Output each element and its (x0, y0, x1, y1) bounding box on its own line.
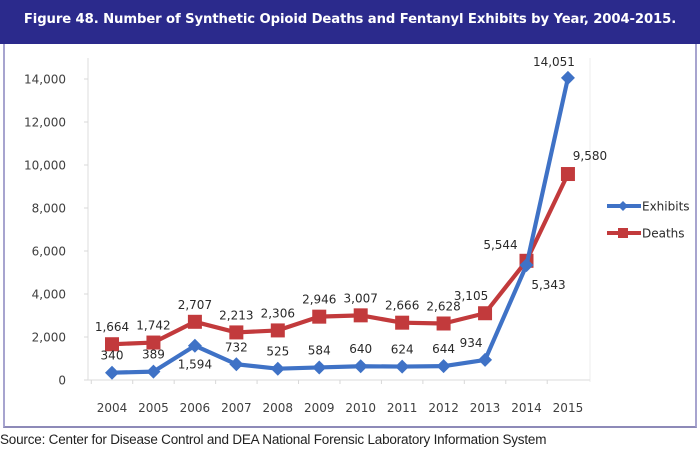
data-label-exhibits: 934 (460, 336, 483, 350)
x-tick-label: 2015 (553, 401, 584, 415)
y-tick-label: 6,000 (32, 245, 66, 259)
legend-marker-diamond (618, 201, 628, 211)
data-point-diamond (519, 258, 534, 273)
data-label-exhibits: 5,343 (531, 278, 565, 292)
data-point-diamond (312, 360, 327, 375)
data-label-exhibits: 624 (391, 343, 414, 357)
data-label-deaths: 3,007 (344, 291, 378, 305)
x-tick-label: 2007 (221, 401, 252, 415)
data-label-deaths: 2,628 (426, 299, 460, 313)
legend-marker-square (618, 228, 628, 238)
data-point-diamond (270, 361, 285, 376)
data-point-square (560, 167, 575, 182)
data-point-square (229, 325, 244, 340)
source-note: Source: Center for Disease Control and D… (0, 432, 547, 447)
series-deaths (105, 167, 575, 352)
data-point-square (395, 315, 410, 330)
series-line-exhibits (109, 75, 571, 375)
data-point-diamond (229, 357, 244, 372)
data-label-deaths: 2,306 (261, 306, 295, 320)
x-tick-label: 2005 (138, 401, 169, 415)
data-point-diamond (187, 338, 202, 353)
x-tick-label: 2012 (428, 401, 459, 415)
data-label-exhibits: 644 (432, 342, 455, 356)
data-label-exhibits: 732 (225, 340, 248, 354)
data-label-deaths: 2,946 (302, 293, 336, 307)
data-point-diamond (146, 364, 161, 379)
series-exhibits (105, 70, 575, 380)
y-tick-label: 10,000 (24, 159, 66, 173)
y-tick-label: 0 (58, 374, 66, 388)
x-tick-label: 2006 (180, 401, 211, 415)
x-tick-label: 2008 (263, 401, 294, 415)
data-point-diamond (353, 359, 368, 374)
legend-item-deaths: Deaths (607, 227, 685, 241)
data-point-square (187, 314, 202, 329)
data-point-diamond (478, 352, 493, 367)
legend-label: Exhibits (642, 200, 690, 214)
legend: Exhibits Deaths (607, 200, 690, 241)
x-axis: 2004 2005 2006 2007 2008 2009 2010 2011 2012 2013… (88, 379, 590, 415)
series-line-deaths (109, 171, 571, 347)
data-label-exhibits: 340 (101, 349, 124, 363)
data-label-exhibits: 14,051 (533, 55, 575, 69)
y-tick-label: 14,000 (24, 73, 66, 87)
data-point-diamond (436, 359, 451, 374)
data-label-deaths: 1,742 (136, 319, 170, 333)
x-tick-label: 2009 (304, 401, 335, 415)
legend-item-exhibits: Exhibits (607, 200, 690, 214)
data-point-square (146, 335, 161, 350)
series-layer (105, 70, 575, 380)
data-point-square (478, 306, 493, 321)
legend-label: Deaths (642, 227, 685, 241)
data-point-diamond (395, 359, 410, 374)
data-label-exhibits: 640 (349, 342, 372, 356)
x-tick-label: 2014 (511, 401, 542, 415)
data-point-square (270, 323, 285, 338)
x-tick-label: 2010 (345, 401, 376, 415)
data-label-exhibits: 525 (266, 345, 289, 359)
data-point-square (105, 337, 119, 352)
data-label-deaths: 2,666 (385, 299, 419, 313)
x-tick-label: 2013 (470, 401, 501, 415)
data-label-deaths: 3,105 (454, 289, 488, 303)
data-point-diamond (105, 365, 119, 380)
y-tick-label: 2,000 (32, 331, 66, 345)
data-point-square (436, 316, 451, 331)
data-label-exhibits: 1,594 (178, 358, 212, 372)
data-label-deaths: 2,707 (178, 298, 212, 312)
data-point-square (353, 308, 368, 323)
figure-header: Figure 48. Number of Synthetic Opioid De… (0, 0, 700, 44)
x-tick-label: 2004 (97, 401, 128, 415)
data-label-deaths: 9,580 (573, 149, 607, 163)
data-label-exhibits: 584 (308, 343, 331, 357)
data-point-diamond (560, 70, 575, 85)
chart-frame (3, 44, 697, 428)
y-tick-label: 4,000 (32, 288, 66, 302)
data-labels: 340 389 1,594 732 525 584 640 624 644 934 5,343 14,… (95, 55, 607, 372)
data-label-deaths: 5,544 (483, 238, 517, 252)
figure-title: Figure 48. Number of Synthetic Opioid De… (23, 12, 677, 27)
x-tick-label: 2011 (387, 401, 418, 415)
data-label-deaths: 1,664 (95, 320, 129, 334)
data-label-deaths: 2,213 (219, 308, 253, 322)
y-tick-label: 8,000 (32, 202, 66, 216)
data-label-exhibits: 389 (142, 348, 165, 362)
y-axis: 0 2,000 4,000 6,000 8,000 10,000 12,000 14,000 (24, 58, 591, 388)
data-point-square (312, 309, 327, 324)
y-tick-label: 12,000 (24, 116, 66, 130)
